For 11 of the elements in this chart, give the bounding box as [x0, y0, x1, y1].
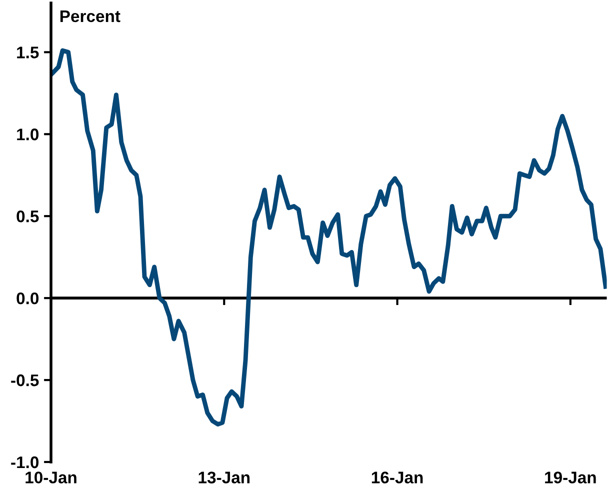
y-tick-label: -0.5: [11, 374, 39, 386]
y-tick-label: 0.5: [16, 210, 39, 222]
x-tick-label: 19-Jan: [545, 472, 596, 484]
x-tick-label: 10-Jan: [26, 472, 76, 484]
x-tick-label: 13-Jan: [198, 472, 250, 484]
y-tick-label: -1.0: [11, 456, 39, 468]
y-axis-title: Percent: [60, 10, 120, 22]
y-tick-label: 0.0: [16, 292, 39, 304]
y-tick-label: 1.0: [17, 128, 39, 140]
x-tick-label: 16-Jan: [372, 472, 423, 484]
y-tick-label: 1.5: [17, 46, 39, 58]
